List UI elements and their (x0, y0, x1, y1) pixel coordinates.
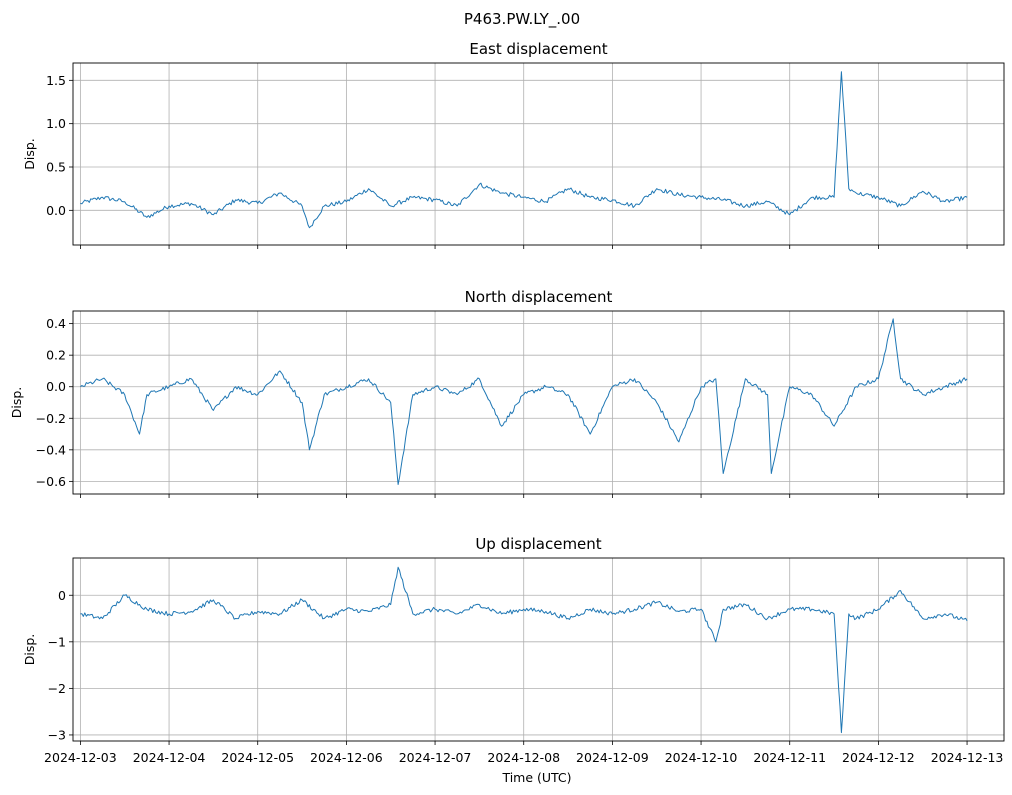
up-displacement-y-tick-label: −3 (48, 727, 66, 742)
east-displacement-axes-frame (72, 62, 1005, 246)
x-tick-label-2024-12-04: 2024-12-04 (133, 750, 206, 765)
north-displacement-y-tick-label: 0.2 (46, 348, 66, 363)
east-displacement-y-tick-label: 1.0 (46, 116, 66, 131)
north-displacement-y-tick-label: 0.0 (46, 379, 66, 394)
up-displacement-series-line (80, 566, 968, 734)
up-displacement-panel: 2024-12-03 2024-12-04 2024-12-05 2024-12-06… (22, 535, 1005, 765)
x-tick-label-2024-12-03: 2024-12-03 (44, 750, 117, 765)
north-displacement-y-tick-label: −0.2 (36, 411, 66, 426)
up-displacement-y-tick-label: −2 (48, 681, 66, 696)
x-tick-label-2024-12-08: 2024-12-08 (487, 750, 560, 765)
up-displacement-y-tick-label: 0 (58, 588, 66, 603)
x-axis-label: Time (UTC) (501, 770, 571, 785)
x-tick-label-2024-12-06: 2024-12-06 (310, 750, 383, 765)
east-displacement-title: East displacement (469, 40, 607, 58)
north-displacement-y-axis-label: Disp. (9, 387, 24, 419)
x-tick-label-2024-12-11: 2024-12-11 (753, 750, 826, 765)
east-displacement-y-tick-label: 1.5 (46, 73, 66, 88)
east-displacement-series-line (80, 71, 968, 229)
up-displacement-y-axis-label: Disp. (22, 634, 37, 666)
x-tick-label-2024-12-09: 2024-12-09 (576, 750, 649, 765)
east-displacement-y-tick-label: 0.5 (46, 160, 66, 175)
north-displacement-y-tick-label: 0.4 (46, 316, 66, 331)
north-displacement-y-tick-label: −0.4 (36, 442, 66, 457)
figure-suptitle: P463.PW.LY_.00 (464, 10, 580, 29)
east-displacement-panel: 0.0 0.5 1.0 1.5 East displacement Disp. (22, 40, 1005, 249)
up-displacement-y-tick-label: −1 (48, 634, 66, 649)
up-displacement-axes-frame (72, 557, 1005, 742)
x-tick-label-2024-12-05: 2024-12-05 (221, 750, 294, 765)
north-displacement-y-tick-label: −0.6 (36, 474, 66, 489)
north-displacement-series-line (80, 318, 968, 485)
x-tick-label-2024-12-10: 2024-12-10 (665, 750, 738, 765)
up-displacement-title: Up displacement (475, 535, 601, 553)
north-displacement-panel: −0.6 −0.4 −0.2 0.0 0.2 0.4 North displacement D… (9, 288, 1005, 498)
x-tick-label-2024-12-13: 2024-12-13 (931, 750, 1004, 765)
x-tick-label-2024-12-07: 2024-12-07 (399, 750, 472, 765)
x-tick-label-2024-12-12: 2024-12-12 (842, 750, 915, 765)
north-displacement-axes-frame (72, 310, 1005, 495)
north-displacement-title: North displacement (465, 288, 613, 306)
east-displacement-y-tick-label: 0.0 (46, 203, 66, 218)
east-displacement-y-axis-label: Disp. (22, 138, 37, 170)
